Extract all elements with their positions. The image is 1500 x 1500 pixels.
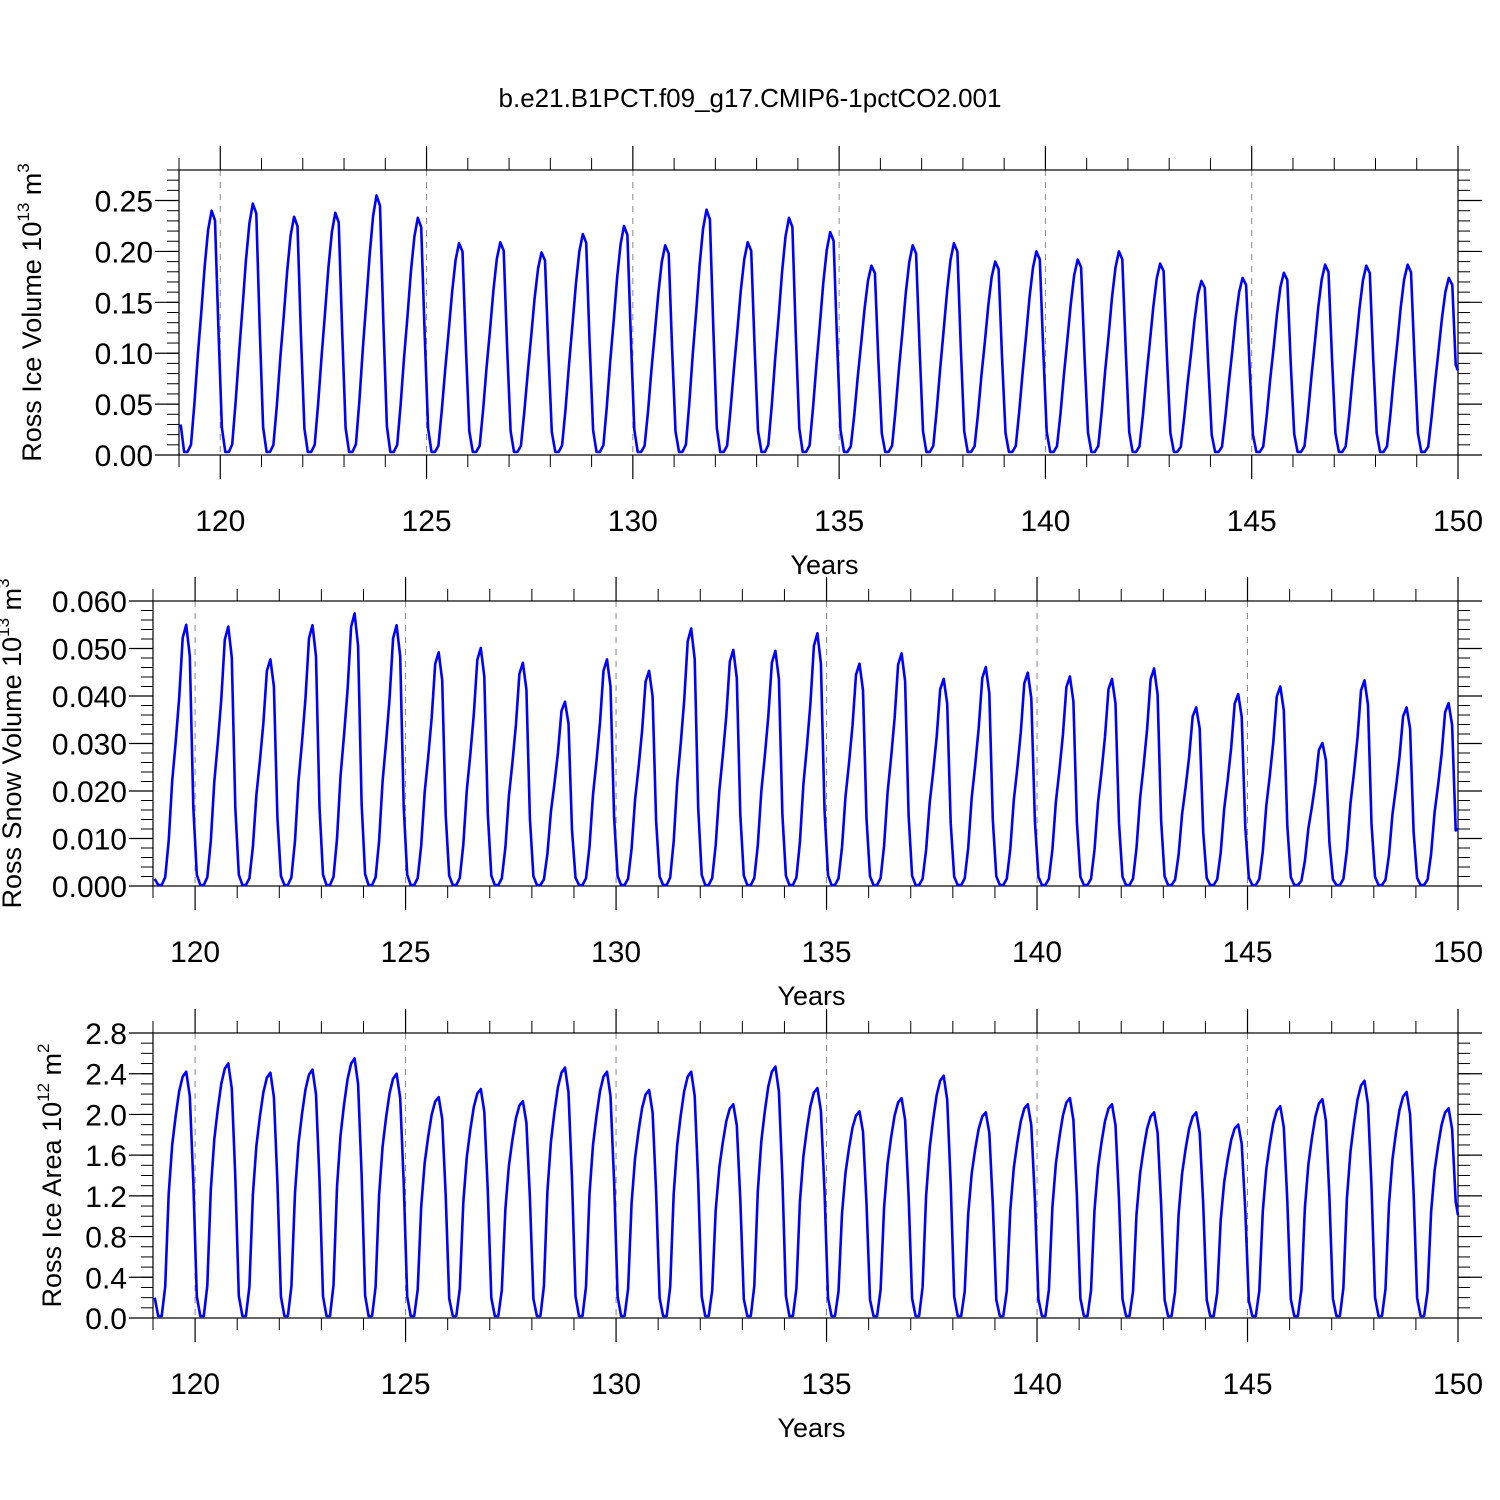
y-tick-label: 0.020 (52, 776, 127, 809)
x-tick-label: 145 (1222, 936, 1272, 969)
y-tick-label: 0.25 (95, 186, 153, 219)
x-tick-label: 130 (591, 936, 641, 969)
y-axis-label-text: m (37, 1053, 67, 1083)
y-axis-label-superscript: 3 (0, 578, 13, 587)
y-axis-label: Ross Snow Volume 1013 m3 (0, 578, 27, 908)
y-tick-label: 1.6 (85, 1140, 127, 1173)
figure-title: b.e21.B1PCT.f09_g17.CMIP6-1pctCO2.001 (499, 83, 1002, 113)
y-tick-label: 0.20 (95, 236, 153, 269)
x-tick-label: 140 (1012, 936, 1062, 969)
panels: 120 125 130 135 140 145 150 0.00 0.05 0.10 0.15 0.2… (0, 146, 1483, 1443)
y-axis-label-text: Ross Ice Volume 10 (17, 222, 47, 462)
y-tick-label: 0.05 (95, 389, 153, 422)
y-tick-label: 0.0 (85, 1303, 127, 1336)
x-axis-label: Years (790, 550, 858, 580)
y-tick-label: 0.000 (52, 871, 127, 904)
x-tick-label: 140 (1012, 1368, 1062, 1401)
x-axis-label: Years (777, 1413, 845, 1443)
plot-frame (152, 600, 1459, 887)
plot-frame (178, 169, 1459, 456)
y-axis-label-superscript: 12 (34, 1083, 53, 1102)
x-tick-label: 125 (381, 1368, 431, 1401)
x-axis-label: Years (777, 981, 845, 1011)
y-tick-label: 2.8 (85, 1018, 127, 1051)
series-line (179, 194, 1460, 454)
y-tick-label: 0.4 (85, 1262, 127, 1295)
y-tick-label: 0.8 (85, 1222, 127, 1255)
x-tick-label: 135 (802, 936, 852, 969)
panel-3: 120 125 130 135 140 145 150 0.0 0.4 0.8 1.2 1.6 2.0 2… (34, 1009, 1483, 1443)
x-tick-label: 120 (170, 936, 220, 969)
x-tick-label: 130 (591, 1368, 641, 1401)
x-tick-label: 145 (1227, 505, 1277, 538)
y-axis-label-superscript: 13 (0, 618, 13, 637)
y-axis-label-superscript: 3 (14, 163, 33, 172)
x-tick-label: 135 (814, 505, 864, 538)
plot-frame (152, 1032, 1459, 1319)
y-axis-label-superscript: 13 (14, 203, 33, 222)
x-tick-label: 120 (195, 505, 245, 538)
y-tick-label: 0.040 (52, 681, 127, 714)
y-tick-label: 2.0 (85, 1099, 127, 1132)
x-tick-label: 150 (1433, 1368, 1483, 1401)
y-tick-label: 0.00 (95, 440, 153, 473)
x-tick-label: 140 (1020, 505, 1070, 538)
y-tick-label: 0.050 (52, 634, 127, 667)
panel-2: 120 125 130 135 140 145 150 0.000 0.010 0.020 0.03… (0, 577, 1483, 1011)
y-axis-label: Ross Ice Area 1012 m2 (34, 1043, 67, 1307)
y-tick-label: 2.4 (85, 1059, 127, 1092)
x-tick-label: 120 (170, 1368, 220, 1401)
y-tick-label: 1.2 (85, 1181, 127, 1214)
y-axis-label-text: m (0, 588, 27, 618)
y-tick-label: 0.010 (52, 824, 127, 857)
panel-1: 120 125 130 135 140 145 150 0.00 0.05 0.10 0.15 0.2… (14, 146, 1483, 580)
series-line (153, 1057, 1460, 1318)
y-tick-label: 0.030 (52, 729, 127, 762)
x-tick-label: 145 (1222, 1368, 1272, 1401)
y-tick-label: 0.060 (52, 586, 127, 619)
x-tick-label: 150 (1433, 505, 1483, 538)
y-axis-label-text: m (17, 173, 47, 203)
y-tick-label: 0.15 (95, 287, 153, 320)
y-axis-label-text: Ross Snow Volume 10 (0, 637, 27, 909)
y-axis-label: Ross Ice Volume 1013 m3 (14, 163, 47, 462)
y-tick-label: 0.10 (95, 338, 153, 371)
x-tick-label: 125 (402, 505, 452, 538)
y-axis-label-superscript: 2 (34, 1043, 53, 1052)
x-tick-label: 130 (608, 505, 658, 538)
y-axis-label-text: Ross Ice Area 10 (37, 1102, 67, 1308)
x-tick-label: 135 (802, 1368, 852, 1401)
x-tick-label: 125 (381, 936, 431, 969)
series-line (153, 612, 1459, 887)
x-tick-label: 150 (1433, 936, 1483, 969)
